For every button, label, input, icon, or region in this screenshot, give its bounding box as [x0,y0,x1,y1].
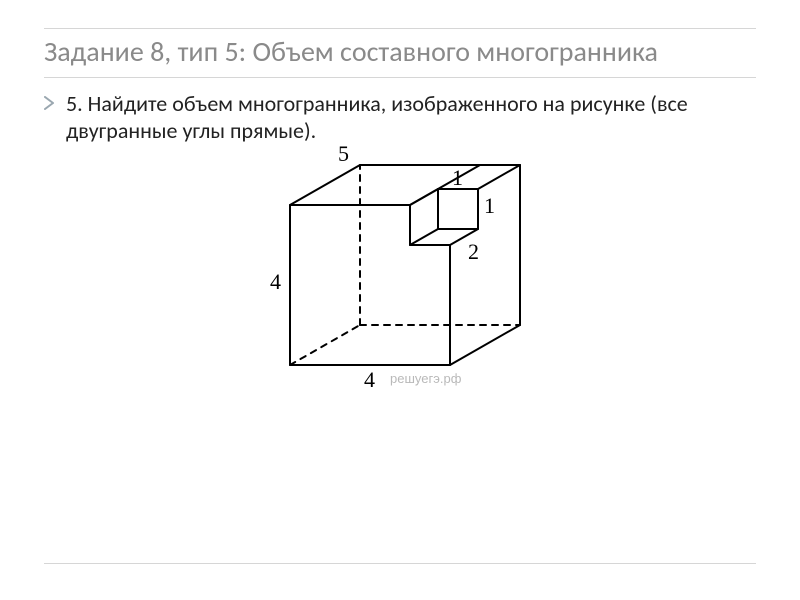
chevron-right-icon [44,96,56,110]
bottom-rule-wrap [44,563,756,564]
polyhedron-figure: 5 1 1 2 4 4 решуегэ.рф [230,135,570,415]
slide: Задание 8, тип 5: Объем составного много… [0,0,800,600]
watermark-text: решуегэ.рф [390,371,461,386]
body-area: 5. Найдите объем многогранника, изображе… [44,78,756,415]
slide-title: Задание 8, тип 5: Объем составного много… [44,29,756,77]
bottom-rule [44,563,756,564]
label-notch-d: 2 [468,239,479,265]
label-notch-h: 1 [484,193,495,219]
label-height: 4 [270,269,281,295]
label-notch-w: 1 [452,165,463,191]
label-depth-5: 5 [338,141,349,167]
label-width: 4 [364,367,375,393]
figure-wrap: 5 1 1 2 4 4 решуегэ.рф [44,135,756,415]
